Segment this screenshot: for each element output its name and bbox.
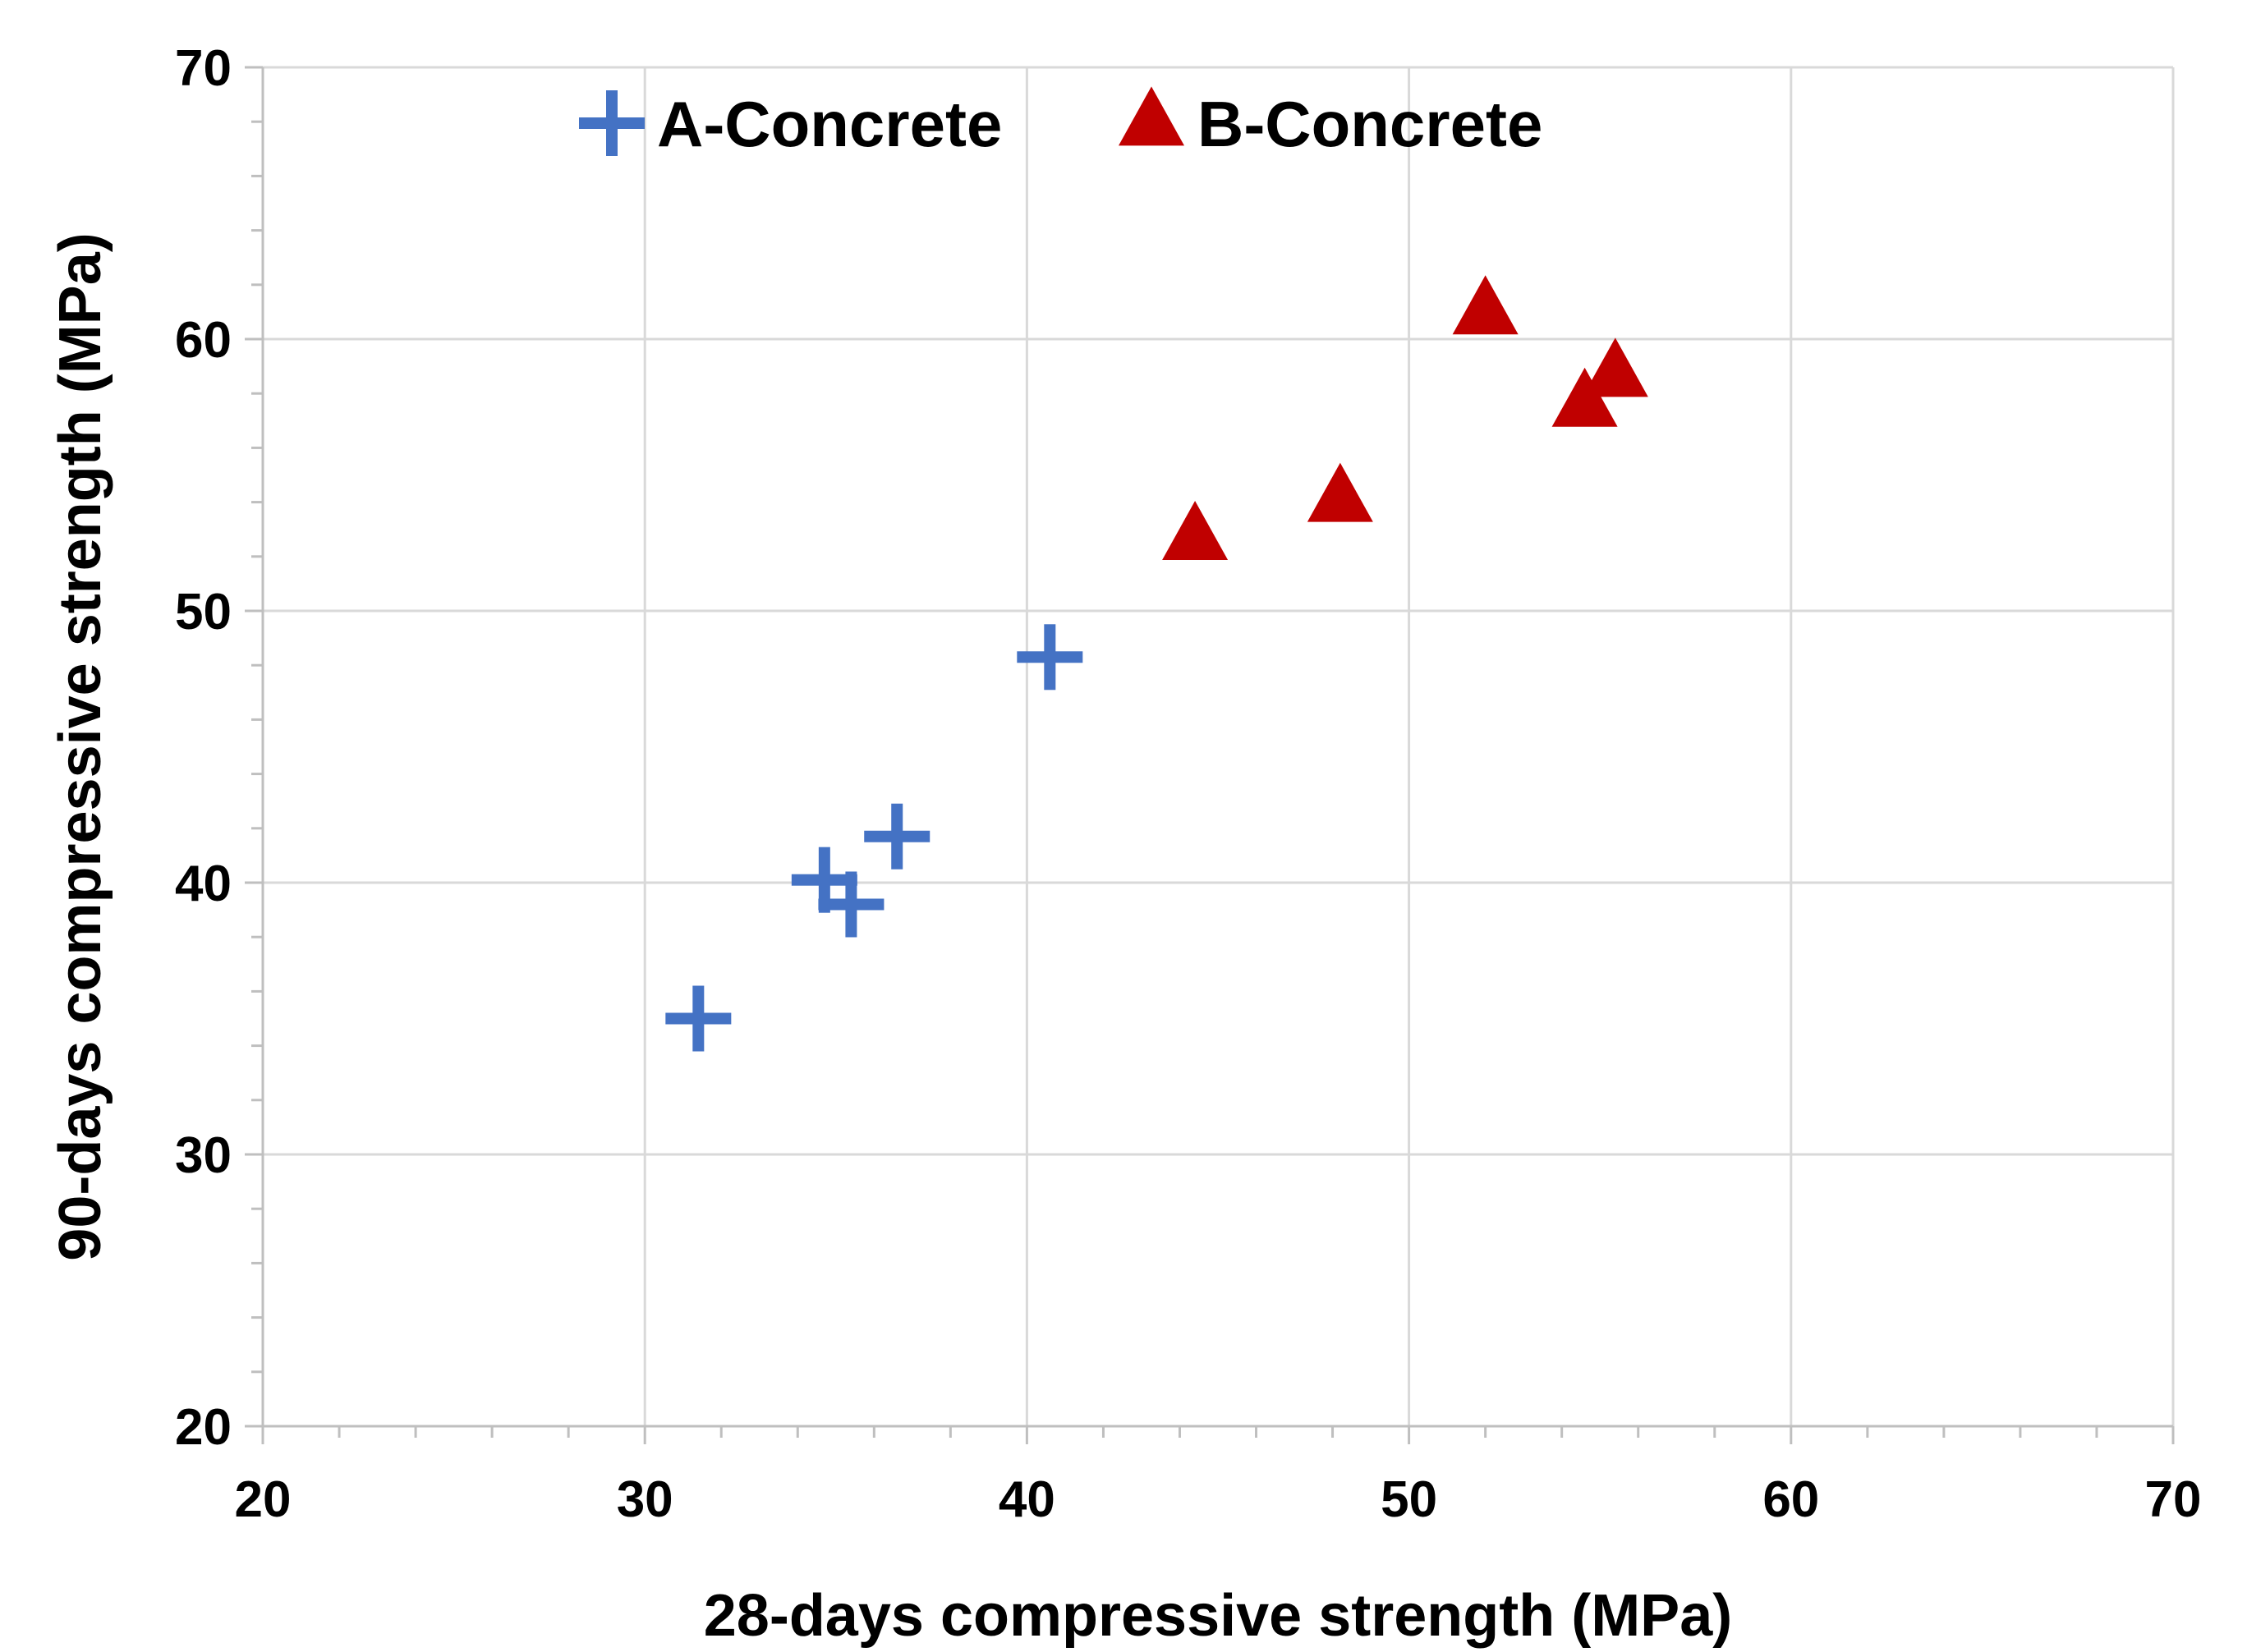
data-point	[665, 985, 732, 1052]
legend-item: A-Concrete	[579, 88, 1002, 160]
data-point	[791, 847, 857, 913]
plus-vertical-bar	[845, 871, 857, 938]
data-point	[1551, 367, 1618, 427]
y-tick-label: 70	[175, 40, 232, 97]
plus-vertical-bar	[1044, 624, 1056, 691]
y-tick-label: 60	[175, 312, 232, 369]
data-point	[1582, 337, 1648, 397]
x-tick-label: 20	[235, 1471, 292, 1528]
plus-vertical-bar	[891, 803, 903, 870]
y-tick-label: 20	[175, 1399, 232, 1456]
x-tick-label: 50	[1381, 1471, 1437, 1528]
legend-marker-plus	[579, 90, 645, 156]
x-axis-title: 28-days compressive strength (MPa)	[704, 1583, 1732, 1649]
x-tick-label: 40	[999, 1471, 1055, 1528]
y-axis-title: 90-days compressive strength (MPa)	[48, 232, 113, 1260]
data-point	[1307, 462, 1373, 522]
x-tick-label: 60	[1762, 1471, 1819, 1528]
x-tick-label: 30	[617, 1471, 673, 1528]
y-tick-label: 40	[175, 856, 232, 912]
legend-label: B-Concrete	[1197, 88, 1542, 160]
legend-item: B-Concrete	[1119, 86, 1542, 160]
data-point	[864, 803, 931, 870]
plus-vertical-bar	[818, 847, 830, 913]
data-point	[1452, 275, 1519, 335]
data-point	[1017, 624, 1083, 691]
data-series	[665, 275, 1648, 1052]
data-point	[1162, 500, 1229, 560]
x-tick-label: 70	[2145, 1471, 2202, 1528]
y-tick-label: 30	[175, 1127, 232, 1184]
legend: A-Concrete B-Concrete	[579, 86, 1542, 160]
y-tick-label: 50	[175, 584, 232, 640]
series-a-concrete	[665, 624, 1083, 1052]
tick-labels: 20 30 40 50 60 70 20 30 40 50 60 70	[175, 40, 2201, 1528]
data-point	[818, 871, 885, 938]
axes	[245, 66, 2175, 1444]
series-b-concrete	[1162, 275, 1648, 560]
legend-marker-triangle	[1119, 86, 1184, 146]
plus-vertical-bar	[692, 985, 705, 1052]
legend-label: A-Concrete	[657, 88, 1002, 160]
plus-vertical-bar	[606, 90, 618, 156]
